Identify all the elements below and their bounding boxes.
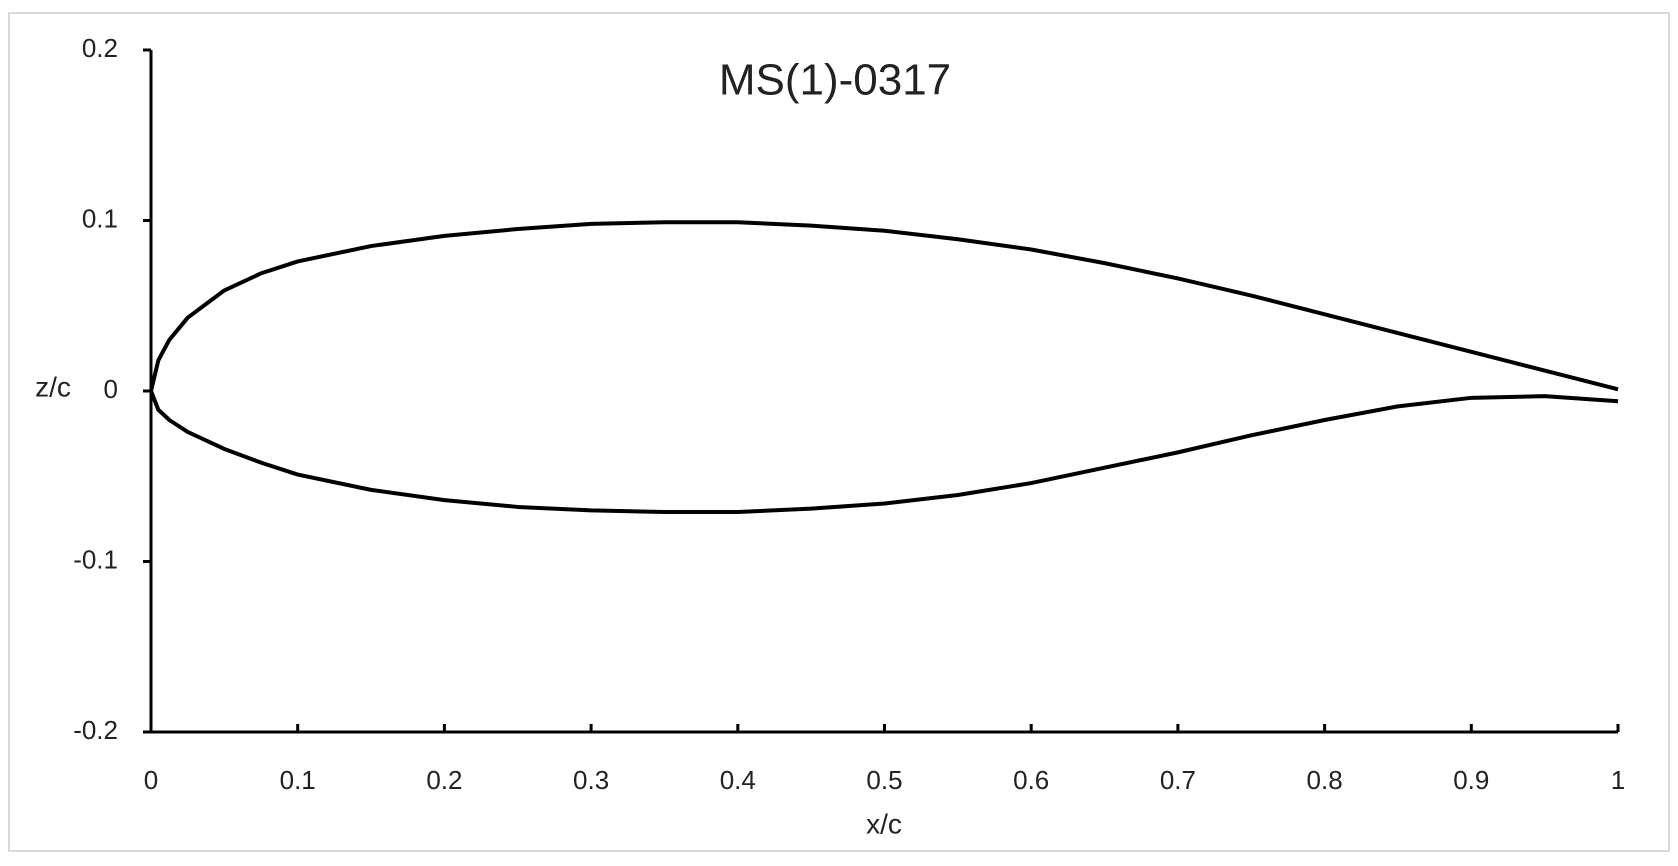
x-tick-label: 0.9 [1453, 765, 1489, 795]
x-tick-label: 0.8 [1307, 765, 1343, 795]
y-tick-label: 0.1 [82, 203, 118, 233]
x-tick-label: 0.3 [573, 765, 609, 795]
y-tick-label: -0.1 [73, 544, 118, 574]
airfoil-line [149, 220, 1619, 392]
x-tick-label: 0.4 [720, 765, 756, 795]
x-tick-label: 0.7 [1160, 765, 1196, 795]
y-tick-label: 0 [104, 374, 118, 404]
x-tick-label: 0.1 [280, 765, 316, 795]
chart-title: MS(1)-0317 [719, 56, 951, 105]
y-tick-label: 0.2 [82, 33, 118, 63]
airfoil-line [149, 390, 1619, 515]
x-axis-label: x/c [866, 808, 902, 839]
y-axis-label: z/c [35, 371, 71, 402]
x-tick-label: 0 [144, 765, 158, 795]
x-tick-label: 0.2 [426, 765, 462, 795]
x-tick-label: 1 [1611, 765, 1625, 795]
y-tick-label: -0.2 [73, 715, 118, 745]
x-tick-label: 0.6 [1013, 765, 1049, 795]
chart-frame [8, 12, 1670, 852]
x-tick-label: 0.5 [866, 765, 902, 795]
